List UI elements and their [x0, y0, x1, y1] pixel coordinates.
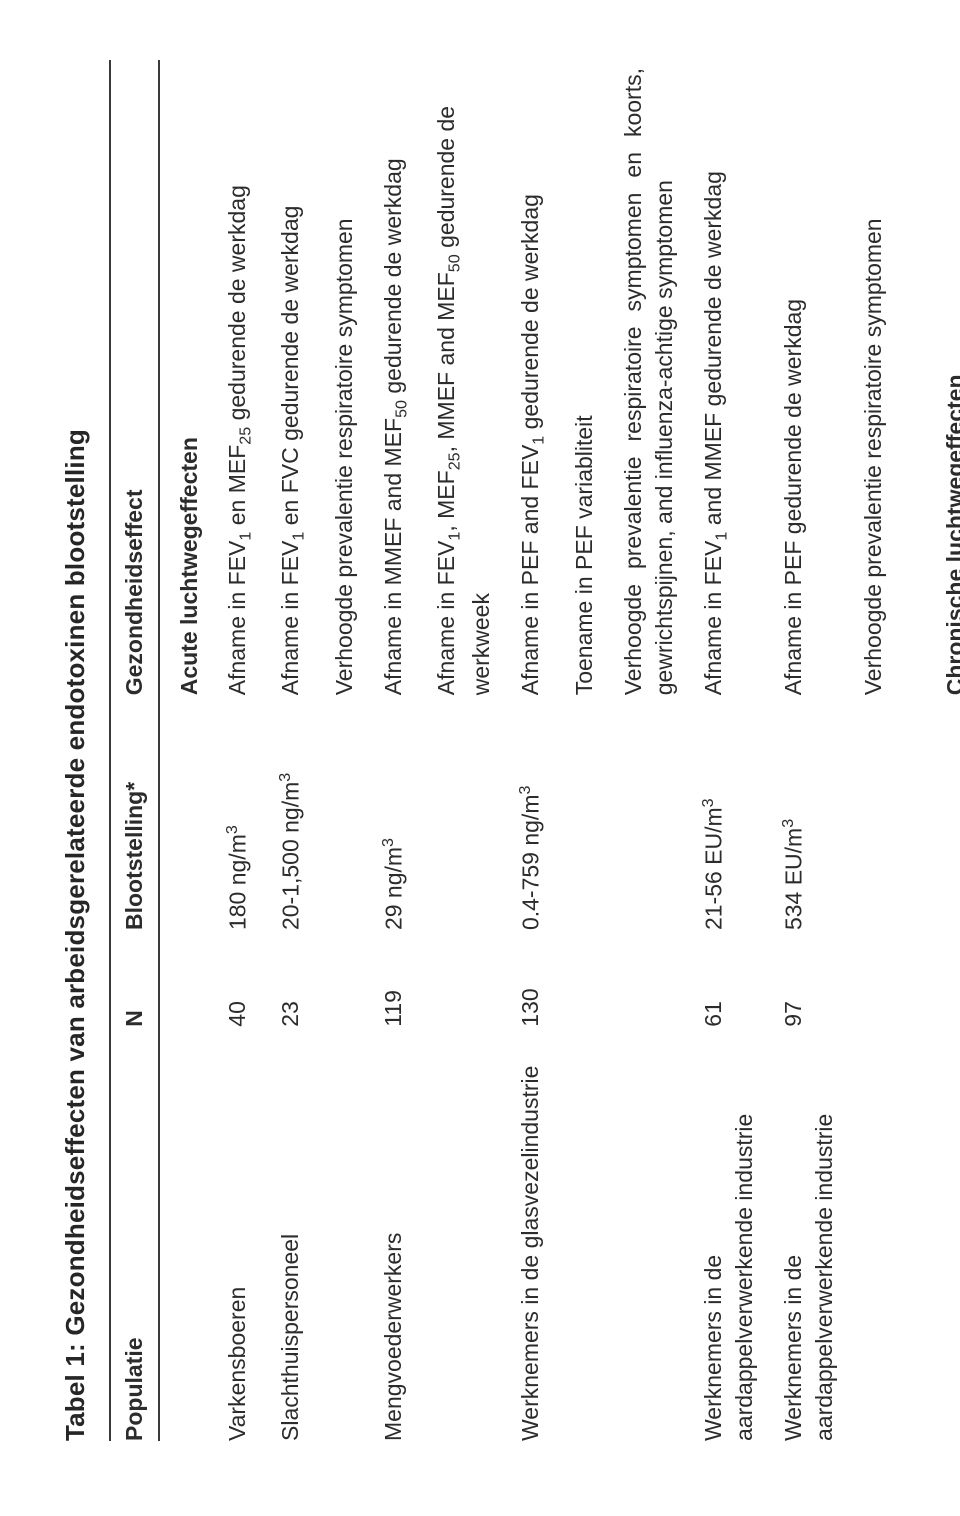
- cell-effect: Verhoogde prevalentie respiratoire sympt…: [609, 60, 689, 695]
- cell-exposure: 534 EU/m3: [769, 695, 849, 930]
- table-row: Verhoogde prevalentie respiratoire sympt…: [849, 60, 898, 1441]
- cell-effect: Verhoogde prevalentie respiratoire sympt…: [849, 60, 898, 695]
- cell-effect: Afname in FEV1 and MMEF gedurende de wer…: [689, 60, 769, 695]
- section-label: Acute luchtwegeffecten: [159, 60, 213, 695]
- table-row: Toename in PEF variabliteit: [560, 60, 609, 1441]
- cell-n: 130: [506, 930, 559, 1027]
- cell-n: 119: [369, 930, 422, 1027]
- col-population: Populatie: [110, 1027, 159, 1441]
- cell-exposure: 29 ng/m3: [369, 695, 422, 930]
- cell-exposure: 20-1,500 ng/m3: [266, 695, 319, 930]
- table-row: Verhoogde prevalentie respiratoire sympt…: [609, 60, 689, 1441]
- data-table: Populatie N Blootstelling* Gezondheidsef…: [109, 60, 960, 1441]
- table-row: Werknemers in de aardappelverwerkende in…: [769, 60, 849, 1441]
- cell-effect: Afname in MMEF and MEF50 gedurende de we…: [369, 60, 422, 695]
- table-row: Mengvoederwerkers 119 29 ng/m3 Afname in…: [369, 60, 422, 1441]
- table-row: Varkensboeren 40 180 ng/m3 Afname in FEV…: [213, 60, 266, 1441]
- cell-exposure: 21-56 EU/m3: [689, 695, 769, 930]
- section-row: Acute luchtwegeffecten: [159, 60, 213, 1441]
- cell-population: Varkensboeren: [213, 1027, 266, 1441]
- cell-exposure: 180 ng/m3: [213, 695, 266, 930]
- cell-population: Mengvoederwerkers: [369, 1027, 422, 1441]
- cell-n: 61: [689, 930, 769, 1027]
- cell-effect: Afname in FEV1 en MEF25 gedurende de wer…: [213, 60, 266, 695]
- table-row: Werknemers in de glasvezelindustrie 130 …: [506, 60, 559, 1441]
- cell-effect: Afname in FEV1, MEF25, MMEF and MEF50 ge…: [422, 60, 506, 695]
- cell-exposure: 0.4-759 ng/m3: [506, 695, 559, 930]
- cell-population: Slachthuispersoneel: [266, 1027, 319, 1441]
- cell-effect: Toename in PEF variabliteit: [560, 60, 609, 695]
- col-exposure: Blootstelling*: [110, 695, 159, 930]
- col-effect: Gezondheidseffect: [110, 60, 159, 695]
- cell-effect: Afname in FEV1 en FVC gedurende de werkd…: [266, 60, 319, 695]
- cell-effect: Verhoogde prevalentie respiratoire sympt…: [320, 60, 369, 695]
- cell-population: Werknemers in de aardappelverwerkende in…: [769, 1027, 849, 1441]
- cell-effect: Afname in PEF and FEV1 gedurende de werk…: [506, 60, 559, 695]
- table-row: Afname in FEV1, MEF25, MMEF and MEF50 ge…: [422, 60, 506, 1441]
- cell-n: 23: [266, 930, 319, 1027]
- table-row: Verhoogde prevalentie respiratoire sympt…: [320, 60, 369, 1441]
- cell-population: Werknemers in de aardappelverwerkende in…: [689, 1027, 769, 1441]
- cell-population: Werknemers in de glasvezelindustrie: [506, 1027, 559, 1441]
- table-title: Tabel 1: Gezondheidseffecten van arbeids…: [60, 60, 91, 1441]
- cell-n: 97: [769, 930, 849, 1027]
- section-label: Chronische luchtwegeffecten: [926, 60, 960, 695]
- cell-effect: Afname in PEF gedurende de werkdag: [769, 60, 849, 695]
- table-row: Slachthuispersoneel 23 20-1,500 ng/m3 Af…: [266, 60, 319, 1441]
- section-row: Chronische luchtwegeffecten: [926, 60, 960, 1441]
- cell-n: 40: [213, 930, 266, 1027]
- table-row: Werknemers in de aardappelverwerkende in…: [689, 60, 769, 1441]
- col-n: N: [110, 930, 159, 1027]
- spacer-row: [898, 60, 926, 1441]
- table-header-row: Populatie N Blootstelling* Gezondheidsef…: [110, 60, 159, 1441]
